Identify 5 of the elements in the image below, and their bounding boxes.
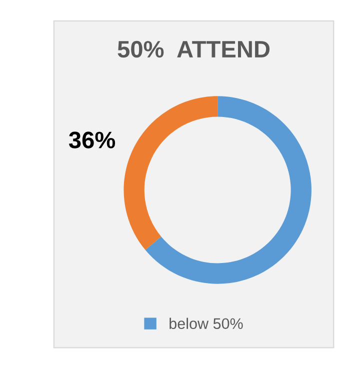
donut-slice — [145, 96, 312, 284]
data-label: 36% — [68, 132, 116, 148]
legend-label: below 50% — [170, 318, 243, 330]
chart-title: 50% ATTEND — [118, 40, 270, 58]
donut-slice — [124, 96, 218, 250]
